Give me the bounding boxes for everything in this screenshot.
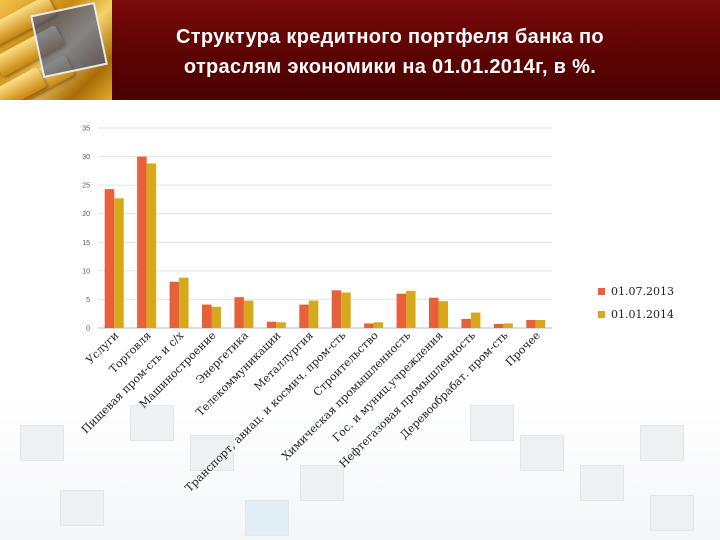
bar-01.01.2014-6 (276, 322, 286, 328)
bar-01.01.2014-4 (211, 306, 221, 328)
bar-01.01.2014-14 (535, 320, 546, 328)
bar-01.01.2014-5 (243, 300, 254, 328)
legend-label: 01.07.2013 (611, 285, 674, 298)
bar-01.01.2014-11 (438, 301, 448, 328)
gold-bars-image (0, 0, 112, 100)
bar-01.07.2013-6 (266, 321, 277, 328)
y-tick-label: 35 (82, 126, 90, 133)
bar-01.01.2014-2 (146, 163, 157, 328)
legend-label: 01.01.2014 (611, 308, 674, 321)
bar-01.01.2014-9 (373, 322, 384, 328)
title-line-2: отраслям экономики на 01.01.2014г, в %. (183, 56, 597, 78)
y-tick-label: 10 (82, 268, 90, 275)
bar-01.01.2014-10 (406, 290, 416, 328)
x-category-label: Прочее (503, 329, 543, 369)
bar-01.07.2013-8 (331, 290, 342, 328)
y-tick-label: 30 (82, 154, 90, 161)
bar-01.07.2013-2 (137, 156, 147, 328)
bar-01.01.2014-8 (341, 292, 351, 328)
legend-swatch (598, 311, 605, 318)
legend-swatch (598, 288, 605, 295)
bar-01.07.2013-3 (169, 281, 180, 328)
bar-01.07.2013-5 (234, 297, 244, 328)
slide-header: Структура кредитного портфеля банка по о… (0, 0, 720, 100)
y-tick-label: 15 (82, 240, 90, 247)
bar-01.07.2013-14 (526, 320, 536, 328)
bar-01.01.2014-3 (179, 277, 189, 328)
bar-01.07.2013-4 (202, 304, 212, 328)
y-tick-label: 5 (86, 297, 90, 304)
bar-01.07.2013-1 (104, 189, 115, 328)
bar-01.01.2014-1 (114, 198, 124, 328)
bar-01.07.2013-12 (461, 318, 471, 328)
bar-01.07.2013-9 (364, 323, 374, 328)
title-line-1: Структура кредитного портфеля банка по (176, 26, 604, 48)
y-tick-label: 0 (86, 326, 90, 333)
bar-01.07.2013-11 (429, 297, 439, 328)
slide-title: Структура кредитного портфеля банка по о… (110, 22, 670, 82)
bar-01.01.2014-12 (470, 312, 481, 328)
y-tick-label: 20 (82, 211, 90, 218)
bar-01.01.2014-7 (308, 300, 319, 328)
background-floor (0, 395, 720, 540)
y-tick-label: 25 (82, 183, 90, 190)
bar-01.07.2013-13 (493, 324, 504, 328)
bar-01.07.2013-7 (299, 304, 309, 328)
bar-01.01.2014-13 (503, 323, 513, 328)
bar-01.07.2013-10 (396, 293, 407, 328)
